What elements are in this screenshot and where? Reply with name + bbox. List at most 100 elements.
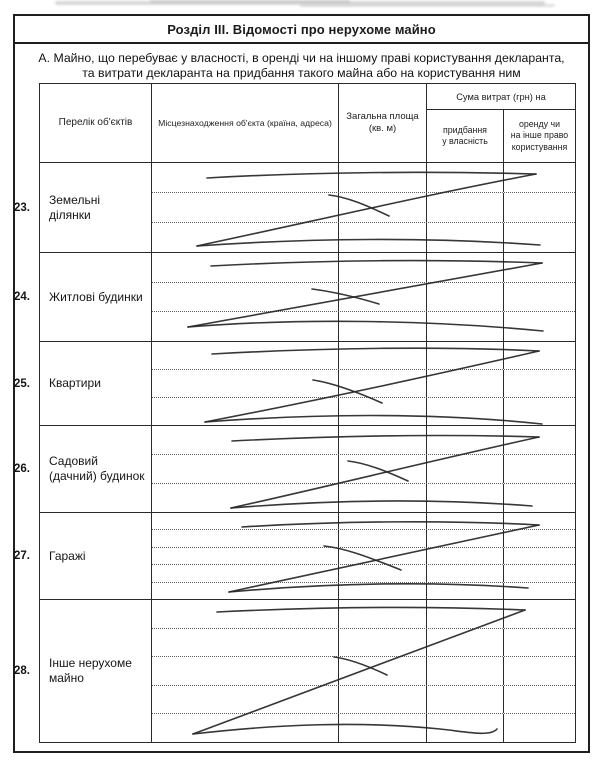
- table-subrow: [152, 312, 575, 342]
- row-number: 26.: [14, 463, 30, 475]
- empty-form-cell: [152, 600, 339, 628]
- header-area: Загальна площа (кв. м): [339, 84, 427, 162]
- header-cost-rent: оренду чи на інше право користування: [504, 110, 575, 162]
- table-subrow: [152, 530, 575, 548]
- empty-form-cell: [339, 484, 427, 512]
- row-number: 24.: [14, 291, 30, 303]
- scan-artifact: [55, 1, 545, 5]
- header-objects: Перелік об'єктів: [40, 84, 152, 162]
- table-subrow: [152, 370, 575, 398]
- empty-form-cell: [504, 253, 575, 282]
- empty-form-cell: [504, 484, 575, 512]
- table-subrow: [152, 600, 575, 629]
- header-cost-rent-line3: користування: [511, 141, 568, 152]
- empty-form-cell: [504, 565, 575, 581]
- section-note-line1: А. Майно, що перебуває у власності, в ор…: [38, 51, 565, 65]
- empty-form-cell: [504, 223, 575, 252]
- table-subrow: [152, 163, 575, 193]
- empty-form-cell: [339, 714, 427, 742]
- row-cells-grid: [152, 163, 575, 252]
- empty-form-cell: [427, 484, 504, 512]
- empty-form-cell: [152, 223, 339, 252]
- empty-form-cell: [339, 426, 427, 454]
- table-row-garden-house: 26. Садовий (дачний) будинок: [14, 426, 575, 513]
- empty-form-cell: [152, 582, 339, 600]
- header-location: Місцезнаходження об'єкта (країна, адреса…: [152, 84, 339, 162]
- empty-form-cell: [504, 714, 575, 742]
- header-area-line1: Загальна площа: [346, 111, 419, 122]
- section-title: Розділ III. Відомості про нерухоме майно: [15, 16, 588, 44]
- table-subrow: [152, 513, 575, 531]
- table-subrow: [152, 685, 575, 715]
- scan-artifact: [300, 4, 555, 7]
- property-table: Перелік об'єктів Місцезнаходження об'єкт…: [14, 83, 576, 743]
- empty-form-cell: [427, 685, 504, 714]
- row-number: 27.: [14, 550, 30, 562]
- empty-form-cell: [504, 600, 575, 628]
- empty-form-cell: [339, 223, 427, 252]
- row-label: Інше нерухоме майно: [40, 600, 152, 742]
- row-cells-grid-x: [152, 513, 575, 600]
- empty-form-cell: [427, 547, 504, 565]
- empty-form-cell: [504, 530, 575, 546]
- header-cost-purchase-line2: у власність: [442, 136, 488, 146]
- empty-form-cell: [339, 455, 427, 483]
- empty-form-cell: [427, 657, 504, 685]
- empty-form-cell: [339, 398, 427, 425]
- empty-form-cell: [427, 426, 504, 454]
- empty-form-cell: [504, 193, 575, 222]
- empty-form-cell: [339, 193, 427, 222]
- empty-form-cell: [152, 628, 339, 657]
- empty-form-cell: [339, 600, 427, 628]
- empty-form-cell: [504, 455, 575, 483]
- table-row-land-plots: 23. Земельні ділянки: [14, 163, 575, 253]
- section-note: А. Майно, що перебуває у власності, в ор…: [15, 51, 588, 80]
- empty-form-cell: [339, 513, 427, 530]
- table-subrow: [152, 223, 575, 252]
- empty-form-cell: [504, 686, 575, 714]
- empty-form-cell: [152, 370, 339, 397]
- row-label: Житлові будинки: [40, 253, 152, 341]
- row-number: 25.: [14, 377, 30, 390]
- table-subrow: [152, 455, 575, 484]
- empty-form-cell: [339, 282, 427, 312]
- empty-form-cell: [427, 628, 504, 657]
- empty-form-cell: [152, 342, 339, 369]
- table-subrow: [152, 398, 575, 425]
- table-row-other-real-estate: 28. Інше нерухоме майно: [14, 600, 575, 742]
- empty-form-cell: [152, 685, 339, 714]
- scan-artifact: [150, 0, 350, 3]
- empty-form-cell: [152, 282, 339, 312]
- header-cost-purchase: придбання у власність: [427, 110, 504, 162]
- empty-form-cell: [152, 193, 339, 222]
- empty-form-cell: [504, 426, 575, 454]
- table-subrow: [152, 657, 575, 686]
- empty-form-cell: [427, 223, 504, 252]
- empty-form-cell: [339, 657, 427, 685]
- empty-form-cell: [152, 455, 339, 483]
- empty-form-cell: [504, 283, 575, 312]
- header-cost-purchase-line1: придбання: [443, 124, 487, 135]
- page-frame: Розділ III. Відомості про нерухоме майно…: [13, 14, 590, 753]
- empty-form-cell: [427, 455, 504, 483]
- table-header-row: Перелік об'єктів Місцезнаходження об'єкт…: [40, 84, 575, 163]
- empty-form-cell: [152, 513, 339, 530]
- empty-form-cell: [339, 163, 427, 192]
- header-cost-rent-line1: оренду чи: [518, 118, 560, 129]
- table-row-apartments: 25. Квартири: [14, 342, 575, 426]
- row-cells-grid: [152, 253, 575, 342]
- empty-form-cell: [427, 282, 504, 312]
- empty-form-cell: [152, 398, 339, 425]
- empty-form-cell: [504, 513, 575, 529]
- table-subrow: [152, 193, 575, 223]
- table-subrow: [152, 426, 575, 455]
- header-cost-rent-line2: на інше право: [510, 130, 569, 141]
- empty-form-cell: [152, 657, 339, 685]
- empty-form-cell: [427, 370, 504, 397]
- empty-form-cell: [152, 426, 339, 454]
- header-area-line2: (кв. м): [368, 123, 397, 134]
- empty-form-cell: [504, 629, 575, 657]
- header-cost-group: Сума витрат (грн) на придбання у власніс…: [427, 84, 575, 162]
- empty-form-cell: [152, 565, 339, 582]
